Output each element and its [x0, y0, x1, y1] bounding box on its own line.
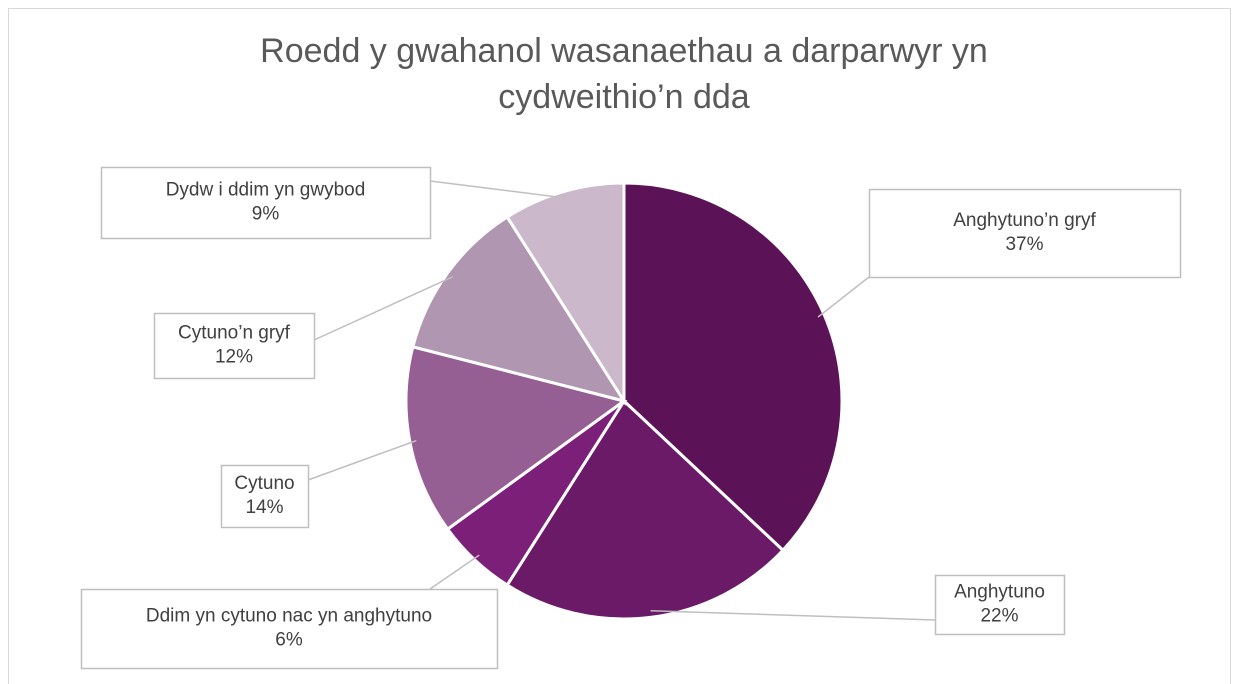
- label-box: [934, 574, 1066, 636]
- slice-label: Ddim yn cytuno nac yn anghytuno: [146, 606, 432, 627]
- slice-label: Cytuno: [234, 473, 294, 494]
- label-box: [868, 188, 1182, 279]
- slice-label: Cytuno’n gryf: [178, 323, 291, 344]
- leader-line: [650, 610, 936, 621]
- leader-line: [307, 439, 417, 481]
- slice-label: Anghytuno’n gryf: [953, 210, 1096, 231]
- value-label: 12%: [215, 347, 253, 368]
- leader-line: [817, 276, 870, 318]
- pie-slice: [622, 181, 844, 553]
- label-box: [80, 588, 499, 670]
- value-label: 9%: [252, 204, 280, 225]
- chart-title: Roedd y gwahanol wasanaethau a darparwyr…: [260, 32, 988, 116]
- leader-line: [313, 276, 454, 341]
- label-box: [153, 312, 316, 380]
- slice-label: Anghytuno: [954, 582, 1045, 603]
- label-box: [100, 166, 432, 240]
- label-box: [220, 464, 310, 529]
- slice-label: Dydw i ddim yn gwybod: [166, 180, 366, 201]
- value-label: 14%: [245, 497, 283, 518]
- pie-slice: [404, 344, 628, 532]
- value-label: 22%: [980, 606, 1018, 627]
- leader-line: [429, 180, 566, 199]
- pie-slice: [505, 398, 786, 621]
- pie-slice: [505, 181, 626, 407]
- value-label: 37%: [1005, 234, 1043, 255]
- value-label: 6%: [275, 630, 303, 651]
- pie-slice: [411, 214, 628, 404]
- leader-line: [429, 554, 480, 590]
- chart-frame: [8, 8, 1231, 684]
